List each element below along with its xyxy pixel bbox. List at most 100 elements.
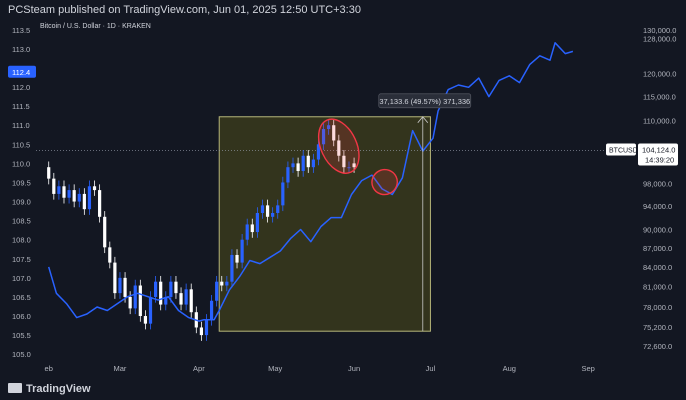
candle-body [82, 193, 86, 210]
candle-body [179, 293, 183, 305]
x-axis-tick: eb [45, 364, 53, 373]
left-axis-tick: 113.5 [12, 26, 30, 35]
candle-body [174, 281, 178, 294]
left-axis-tick: 105.5 [12, 331, 31, 340]
candle-body [301, 155, 305, 172]
candle-body [189, 289, 193, 313]
candle-body [108, 247, 112, 263]
chart-canvas[interactable]: 37,133.6 (49.57%) 371,336 113.5 113.0 112.… [0, 22, 686, 378]
left-axis-tick: 106.0 [12, 312, 31, 321]
candle-body [347, 167, 351, 169]
left-axis-tick: 110.0 [12, 159, 30, 168]
left-axis-tick: 108.5 [12, 217, 31, 226]
left-axis-tick: 107.0 [12, 274, 31, 283]
candle-body [47, 167, 51, 179]
candle-body [271, 212, 275, 217]
x-axis-tick: Jul [426, 364, 436, 373]
candle-body [184, 289, 188, 305]
candle-body [164, 296, 168, 305]
right-axis-tick: 78,000.0 [643, 303, 672, 312]
left-axis-tick: 109.0 [12, 198, 31, 207]
x-axis-tick: Apr [193, 364, 205, 373]
candle-body [118, 277, 122, 294]
candle-body [128, 296, 132, 309]
candle-body [98, 190, 102, 217]
right-axis-tick: 72,600.0 [643, 342, 672, 351]
symbol-tag-box [606, 143, 636, 156]
candle-body [204, 319, 209, 336]
x-axis-tick: Aug [503, 364, 516, 373]
candle-body [306, 155, 310, 168]
candle-body [153, 281, 158, 297]
candle-body [215, 281, 219, 301]
measure-label-box [378, 93, 472, 109]
brand-text: TradingView [26, 383, 91, 395]
candle-body [87, 186, 92, 210]
candle-body [169, 281, 173, 297]
right-axis-tick: 87,000.0 [643, 244, 672, 253]
right-axis-tick: 120,000.0 [643, 70, 676, 79]
candle-body [225, 281, 229, 286]
x-axis-tick: Jun [348, 364, 360, 373]
btcusd-line [47, 42, 574, 322]
publisher-line: PCSteam published on TradingView.com, Ju… [8, 4, 361, 16]
right-axis-tick: 75,200.0 [643, 323, 672, 332]
footer-bar: TradingView [0, 378, 686, 400]
measure-label: 37,133.6 (49.57%) 371,336 [379, 97, 470, 106]
candle-body [245, 224, 249, 240]
candle-body [133, 285, 137, 309]
price-tag-box [638, 143, 678, 166]
right-axis-tick: 128,000.0 [643, 35, 676, 44]
candle-body [72, 190, 76, 202]
candle-body [332, 125, 336, 141]
right-axis-tick: 90,000.0 [643, 225, 672, 234]
candle-body [342, 155, 346, 168]
candle-body [316, 144, 321, 160]
left-price-tag [8, 65, 36, 78]
candle-body [143, 316, 148, 324]
chart-header: PCSteam published on TradingView.com, Ju… [0, 0, 686, 22]
candle-body [321, 129, 326, 145]
candle-body [327, 125, 331, 130]
left-axis-tick: 107.5 [12, 255, 31, 264]
countdown-tag: 14:39:20 [645, 155, 674, 164]
price-tag: 104,124.0 [642, 145, 675, 154]
candle-body [92, 186, 97, 191]
candle-body [286, 167, 290, 183]
candle-body [220, 281, 224, 286]
right-axis-tick: 98,000.0 [643, 179, 672, 188]
candle-body [62, 186, 66, 198]
candle-body [296, 163, 300, 172]
tradingview-icon [8, 383, 22, 393]
candle-body [276, 205, 280, 213]
measure-arrow-head [417, 116, 429, 124]
candle-body [199, 327, 204, 336]
candle-body [57, 186, 61, 194]
candle-body [209, 300, 214, 320]
left-axis-tick: 106.5 [12, 293, 31, 302]
candle-body [123, 277, 127, 297]
candle-body [159, 281, 163, 305]
candle-body [240, 239, 244, 263]
highlight-circle-2 [371, 168, 398, 196]
chart-frame[interactable]: 37,133.6 (49.57%) 371,336 113.5 113.0 112.… [0, 22, 686, 378]
candle-body [148, 296, 153, 324]
left-axis-tick: 110.5 [12, 140, 30, 149]
right-axis-tick: 130,000.0 [643, 26, 676, 35]
right-axis-tick: 115,000.0 [643, 93, 676, 102]
x-axis-tick: May [268, 364, 282, 373]
right-axis-tick: 84,000.0 [643, 263, 672, 272]
tradingview-logo[interactable]: TradingView [8, 383, 91, 395]
left-axis-tick: 112.0 [12, 83, 30, 92]
symbol-line: Bitcoin / U.S. Dollar · 1D · KRAKEN [40, 23, 151, 30]
left-axis-tick: 113.0 [12, 45, 30, 54]
right-axis-tick: 94,000.0 [643, 202, 672, 211]
candle-body [265, 205, 270, 217]
left-axis-tick: 108.0 [12, 236, 31, 245]
x-axis-tick: Mar [114, 364, 127, 373]
candle-body [281, 182, 285, 206]
candle-body [67, 190, 71, 198]
candle-body [255, 212, 259, 233]
left-axis-tick: 111.5 [12, 102, 30, 111]
candle-body [113, 262, 117, 294]
